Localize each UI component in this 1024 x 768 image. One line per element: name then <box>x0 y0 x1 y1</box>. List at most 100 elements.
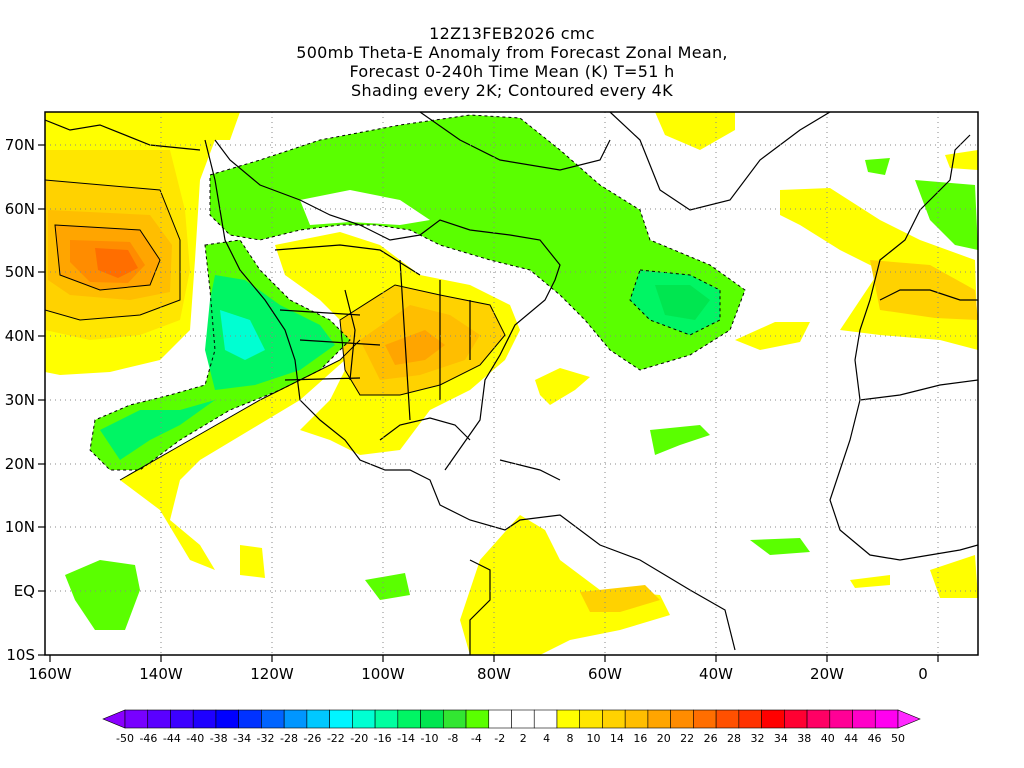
x-axis-labels: 160W 140W 120W 100W 80W 60W 40W 20W 0 <box>28 665 928 683</box>
colorbar-swatch <box>147 709 171 729</box>
gridlines <box>45 112 978 655</box>
colorbar-swatch <box>238 709 262 729</box>
y-label-40n: 40N <box>5 327 35 345</box>
y-label-60n: 60N <box>5 200 35 218</box>
colorbar-swatch <box>533 709 558 729</box>
colorbar-label: -50 <box>116 732 134 745</box>
colorbar-swatch <box>374 709 399 729</box>
colorbar-swatch <box>715 709 740 729</box>
colorbar-label: -32 <box>257 732 275 745</box>
x-label-80w: 80W <box>477 665 511 683</box>
colorbar-swatch <box>761 709 785 729</box>
colorbar-swatch <box>306 709 330 729</box>
colorbar-label: 44 <box>844 732 858 745</box>
colorbar-label: 32 <box>750 732 764 745</box>
colorbar-swatch <box>352 709 376 729</box>
colorbar-swatch <box>784 709 808 729</box>
colorbar-label: -40 <box>186 732 204 745</box>
colorbar-swatch <box>511 709 535 729</box>
title-block: 12Z13FEB2026 cmc 500mb Theta-E Anomaly f… <box>0 24 1024 100</box>
colorbar-swatch <box>693 709 717 729</box>
colorbar-label: -26 <box>303 732 321 745</box>
colorbar-swatch <box>170 709 194 729</box>
colorbar-label: -2 <box>494 732 505 745</box>
title-shading: Shading every 2K; Contoured every 4K <box>351 81 673 100</box>
colorbar-swatch <box>261 709 285 729</box>
colorbar-min-arrow <box>102 709 126 729</box>
colorbar-swatch <box>670 709 694 729</box>
subtropical-warm-band <box>120 320 370 570</box>
title-field: 500mb Theta-E Anomaly from Forecast Zona… <box>296 43 728 62</box>
colorbar-label: 26 <box>704 732 718 745</box>
colorbar-label: -16 <box>374 732 392 745</box>
coastlines <box>45 112 978 655</box>
y-label-30n: 30N <box>5 391 35 409</box>
colorbar-swatch <box>738 709 762 729</box>
colorbar-swatch <box>874 709 899 729</box>
colorbar-label: 50 <box>891 732 905 745</box>
colorbar-swatch <box>579 709 603 729</box>
colorbar-label: 2 <box>520 732 527 745</box>
colorbar-label: 46 <box>868 732 882 745</box>
colorbar-swatch <box>488 709 512 729</box>
shaded-field <box>45 112 978 655</box>
canada-cool-anomaly <box>210 115 745 370</box>
colorbar-swatch <box>602 709 626 729</box>
y-label-eq: EQ <box>14 582 35 600</box>
colorbar-swatch <box>329 709 353 729</box>
x-label-40w: 40W <box>699 665 733 683</box>
x-label-60w: 60W <box>588 665 622 683</box>
contours <box>45 114 746 481</box>
x-label-160w: 160W <box>28 665 72 683</box>
colorbar-label: 40 <box>821 732 835 745</box>
colorbar-swatch <box>647 709 671 729</box>
colorbar-label: -22 <box>327 732 345 745</box>
colorbar-swatch <box>124 709 149 729</box>
colorbar-label: 16 <box>633 732 647 745</box>
x-label-20w: 20W <box>810 665 844 683</box>
colorbar-label: -44 <box>163 732 181 745</box>
colorbar-label: -46 <box>139 732 157 745</box>
y-label-10n: 10N <box>5 518 35 536</box>
x-label-120w: 120W <box>250 665 294 683</box>
x-label-0: 0 <box>918 665 928 683</box>
colorbar-swatch <box>806 709 831 729</box>
map-frame <box>44 111 979 656</box>
colorbar-swatch <box>192 709 217 729</box>
colorbar-label: -20 <box>350 732 368 745</box>
y-label-10s: 10S <box>6 646 35 664</box>
colorbar-label: -34 <box>233 732 251 745</box>
colorbar-swatch <box>397 709 421 729</box>
colorbar-swatch <box>215 709 239 729</box>
colorbar-label: 22 <box>680 732 694 745</box>
colorbar-swatch <box>852 709 876 729</box>
colorbar-label: -10 <box>421 732 439 745</box>
colorbar-swatch <box>420 709 444 729</box>
colorbar-label: -38 <box>210 732 228 745</box>
colorbar-label: -14 <box>397 732 415 745</box>
colorbar-label: -28 <box>280 732 298 745</box>
y-label-20n: 20N <box>5 455 35 473</box>
colorbar-label: 28 <box>727 732 741 745</box>
colorbar-max-arrow <box>897 709 921 729</box>
colorbar-label: 38 <box>797 732 811 745</box>
colorbar-swatch <box>283 709 308 729</box>
colorbar-label: 20 <box>657 732 671 745</box>
y-axis-labels: 70N 60N 50N 40N 30N 20N 10N EQ 10S <box>5 136 35 664</box>
colorbar-label: -8 <box>447 732 458 745</box>
colorbar-swatch <box>556 709 581 729</box>
title-run-time: 12Z13FEB2026 cmc <box>429 24 595 43</box>
colorbar-swatch <box>624 709 649 729</box>
title-forecast: Forecast 0-240h Time Mean (K) T=51 h <box>349 62 675 81</box>
colorbar-label: 14 <box>610 732 624 745</box>
colorbar-swatch <box>442 709 467 729</box>
colorbar: -50 -46 -44 -40 -38 -34 -32 -28 -26 -22 -20 -16 -14-… <box>102 709 921 745</box>
colorbar-label: 10 <box>586 732 600 745</box>
x-label-140w: 140W <box>139 665 183 683</box>
y-label-50n: 50N <box>5 263 35 281</box>
x-label-100w: 100W <box>361 665 405 683</box>
colorbar-swatch <box>465 709 490 729</box>
y-label-70n: 70N <box>5 136 35 154</box>
colorbar-label: 34 <box>774 732 788 745</box>
